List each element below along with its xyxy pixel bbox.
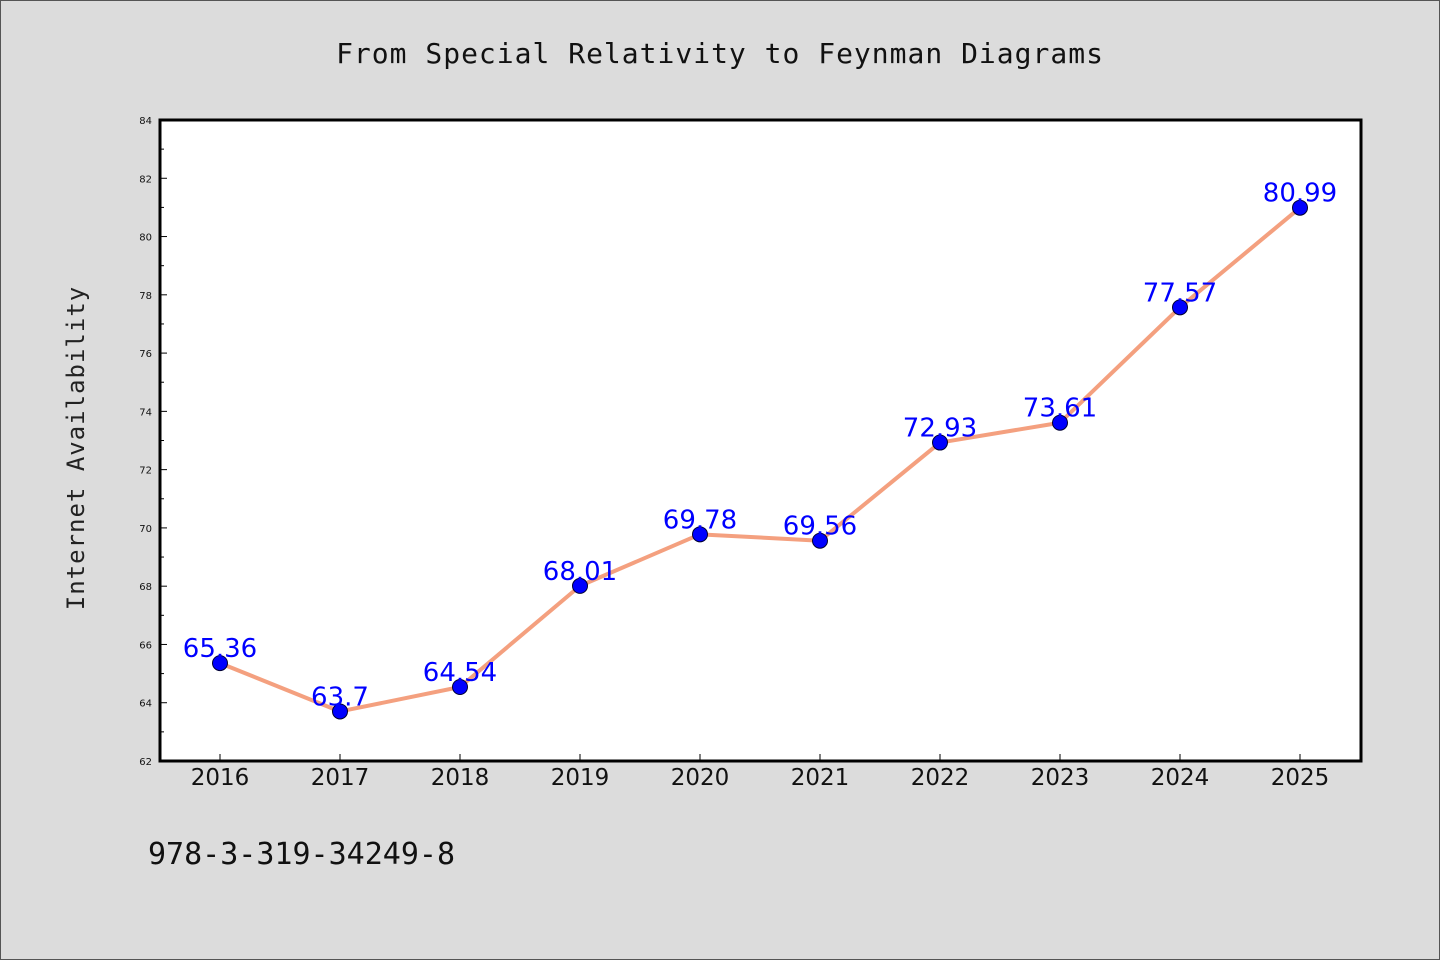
data-point-marker — [1052, 414, 1068, 431]
data-label: 69.56 — [783, 512, 857, 542]
data-point-marker — [212, 655, 228, 672]
x-tick-label: 2024 — [1151, 765, 1210, 791]
data-point-marker — [932, 434, 948, 451]
x-tick-label: 2017 — [311, 765, 370, 791]
data-label: 73.61 — [1023, 394, 1097, 424]
series-line — [218, 205, 1302, 714]
data-point-marker — [1292, 199, 1308, 216]
x-tick-label: 2021 — [791, 765, 850, 791]
data-point-marker — [572, 577, 588, 594]
x-tick-label: 2020 — [671, 765, 730, 791]
y-tick-label: 84 — [139, 116, 152, 127]
isbn-footer: 978-3-319-34249-8 — [148, 837, 455, 872]
plot-area — [158, 118, 1363, 763]
series-internet-availability — [212, 199, 1308, 720]
x-axis: 2016 2017 2018 2019 2020 2021 2022 2023 2024 2025 — [191, 754, 1330, 791]
x-tick-label: 2025 — [1271, 765, 1330, 791]
y-tick-label: 66 — [139, 640, 152, 651]
x-tick-label: 2018 — [431, 765, 490, 791]
data-label: 68.01 — [543, 557, 617, 587]
y-tick-label: 76 — [139, 349, 152, 360]
y-tick-label: 74 — [139, 407, 152, 418]
data-point-marker — [332, 703, 348, 720]
data-label: 64.54 — [423, 658, 497, 688]
y-tick-label: 78 — [139, 291, 152, 302]
data-label: 80.99 — [1263, 179, 1337, 209]
y-tick-label: 64 — [139, 699, 152, 710]
y-axis: 62 64 66 68 70 72 74 76 78 80 82 84 — [139, 116, 167, 768]
x-tick-label: 2016 — [191, 765, 250, 791]
data-point-marker — [692, 526, 708, 543]
y-tick-label: 82 — [139, 174, 152, 185]
data-labels: 65.36 63.7 64.54 68.01 69.78 69.56 72.93 73.61 7… — [183, 179, 1337, 713]
y-tick-label: 62 — [139, 757, 152, 768]
x-tick-label: 2023 — [1031, 765, 1090, 791]
y-axis-label: Internet Availability — [62, 286, 90, 610]
data-label: 69.78 — [663, 505, 737, 535]
data-label: 72.93 — [903, 414, 977, 444]
y-tick-label: 68 — [139, 582, 152, 593]
data-label: 63.7 — [311, 682, 369, 712]
y-tick-label: 72 — [139, 466, 152, 477]
data-label: 77.57 — [1143, 278, 1217, 308]
y-tick-label: 80 — [139, 233, 152, 244]
data-point-marker — [812, 532, 828, 549]
data-point-marker — [452, 678, 468, 695]
y-tick-label: 70 — [139, 524, 152, 535]
data-point-marker — [1172, 299, 1188, 316]
x-tick-label: 2019 — [551, 765, 610, 791]
chart-title: From Special Relativity to Feynman Diagr… — [336, 37, 1104, 70]
data-label: 65.36 — [183, 634, 257, 664]
x-tick-label: 2022 — [911, 765, 970, 791]
